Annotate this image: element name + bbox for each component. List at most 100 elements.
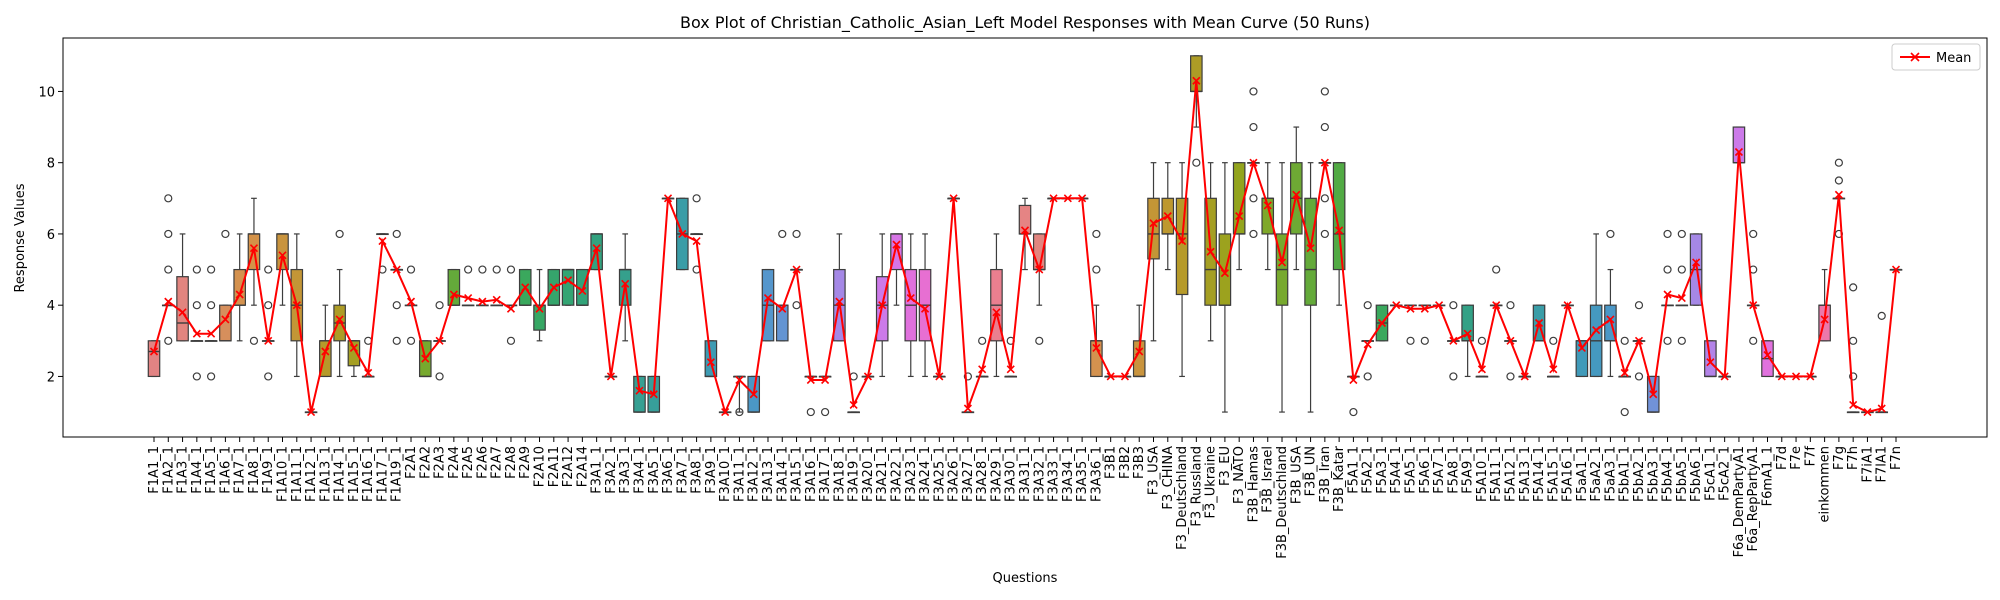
x-tick-label: F3B_Katar bbox=[1332, 445, 1347, 511]
mean-marker bbox=[692, 236, 701, 246]
box-F1A2_1 bbox=[161, 194, 175, 345]
outlier-point bbox=[1634, 372, 1644, 381]
mean-marker bbox=[835, 297, 844, 306]
outlier-point bbox=[1449, 301, 1458, 310]
outlier-point bbox=[164, 194, 173, 203]
outlier-point bbox=[820, 407, 830, 417]
x-tick-label: F3_Deutschland bbox=[1175, 446, 1190, 550]
x-tick-label: F1A11_1 bbox=[290, 446, 305, 502]
mean-marker bbox=[549, 283, 558, 292]
outlier-point bbox=[435, 301, 444, 310]
x-tick-label: F5bA5_1 bbox=[1675, 446, 1690, 502]
mean-marker bbox=[1335, 226, 1344, 235]
x-tick-label: F1A1_1 bbox=[147, 446, 162, 494]
x-tick-label: F5aA2_1 bbox=[1589, 446, 1604, 502]
mean-marker bbox=[1420, 304, 1429, 313]
outlier-point bbox=[1606, 229, 1615, 239]
mean-marker bbox=[207, 329, 216, 338]
mean-marker bbox=[564, 276, 573, 285]
mean-marker bbox=[1492, 301, 1501, 310]
box-F6mA1_1 bbox=[1761, 340, 1774, 378]
x-tick-label: F1A6_1 bbox=[218, 446, 233, 494]
x-tick-label: F3A31_1 bbox=[1018, 446, 1033, 502]
mean-marker bbox=[1577, 343, 1586, 353]
mean-marker bbox=[1163, 212, 1172, 221]
mean-marker bbox=[1520, 372, 1529, 381]
box-F2A14 bbox=[576, 268, 589, 306]
outlier-point bbox=[1035, 336, 1044, 345]
y-tick-label: 2 bbox=[47, 370, 55, 385]
x-tick-label: F3B3 bbox=[1132, 446, 1147, 479]
box-body bbox=[775, 304, 789, 342]
box-F5aA1_1 bbox=[1575, 340, 1589, 378]
x-tick-label: F2A6 bbox=[475, 446, 490, 479]
mean-marker bbox=[1834, 190, 1843, 199]
outlier-point bbox=[506, 336, 516, 345]
x-tick-label: F1A9_1 bbox=[261, 446, 276, 494]
box-F2A7 bbox=[490, 265, 504, 307]
x-tick-label: F5A1_1 bbox=[1346, 446, 1361, 494]
mean-marker bbox=[1249, 158, 1258, 167]
x-axis: F1A1_1 F1A2_1 F1A3_1 F1A4_1 F1A5_1 F1A6_1 F1A7… bbox=[147, 437, 1904, 559]
x-tick-label: F1A15_1 bbox=[347, 446, 362, 502]
x-tick-label: F3A36_1 bbox=[1089, 446, 1104, 502]
mean-marker bbox=[1791, 372, 1801, 381]
mean-marker bbox=[307, 407, 316, 417]
mean-marker bbox=[1049, 194, 1058, 203]
x-tick-label: F3A15_1 bbox=[790, 446, 805, 502]
mean-marker bbox=[1534, 318, 1544, 328]
box-F3B3 bbox=[1132, 304, 1146, 378]
mean-marker bbox=[1734, 147, 1743, 157]
x-tick-label: F3B_Deutschland bbox=[1275, 446, 1290, 559]
x-tick-label: F6mA1_1 bbox=[1760, 446, 1775, 506]
x-tick-label: F5A15_1 bbox=[1546, 446, 1561, 502]
x-tick-label: F5A9_1 bbox=[1461, 446, 1476, 494]
outlier-point bbox=[978, 336, 987, 345]
outlier-point bbox=[806, 407, 815, 417]
x-tick-label: F1A16_1 bbox=[361, 446, 376, 502]
outlier-point bbox=[478, 265, 487, 274]
box-F5A11_1 bbox=[1489, 265, 1503, 307]
box-body bbox=[633, 375, 646, 413]
mean-marker bbox=[464, 293, 473, 303]
outlier-point bbox=[1249, 229, 1258, 239]
mean-marker bbox=[1192, 76, 1201, 85]
outlier-point bbox=[1849, 372, 1858, 381]
box-F3A19_1 bbox=[847, 372, 860, 414]
outlier-point bbox=[1320, 87, 1329, 96]
x-tick-label: F3A11_1 bbox=[732, 446, 747, 502]
mean-marker bbox=[1135, 347, 1144, 356]
x-tick-label: F3B1 bbox=[1104, 446, 1119, 479]
mean-marker bbox=[735, 375, 744, 385]
outlier-point bbox=[221, 229, 230, 239]
box-F3A23_1 bbox=[904, 233, 918, 378]
x-tick-label: F3A27_1 bbox=[961, 446, 976, 502]
x-tick-label: F5A12_1 bbox=[1503, 446, 1518, 502]
x-tick-label: F5A7_1 bbox=[1432, 446, 1447, 494]
x-tick-label: F3_USA bbox=[1147, 446, 1162, 495]
mean-marker bbox=[1006, 365, 1015, 374]
box-F3B_Israel bbox=[1261, 162, 1275, 271]
box-body bbox=[147, 340, 161, 378]
box-F3_Russland bbox=[1190, 55, 1203, 167]
mean-marker bbox=[1506, 336, 1515, 345]
mean-marker bbox=[278, 251, 287, 260]
mean-marker bbox=[792, 265, 801, 274]
outlier-point bbox=[1849, 336, 1858, 345]
x-tick-label: F3A7_1 bbox=[675, 446, 690, 494]
x-tick-label: F5A6_1 bbox=[1418, 446, 1433, 494]
x-tick-label: F7lA1 bbox=[1875, 446, 1890, 483]
outlier-point bbox=[1834, 176, 1843, 185]
box-F1A19_1 bbox=[390, 229, 404, 345]
mean-curve bbox=[149, 76, 1901, 417]
outlier-point bbox=[207, 372, 216, 381]
box-F5A2_1 bbox=[1361, 301, 1375, 381]
x-tick-label: F3A30_1 bbox=[1004, 446, 1019, 502]
box-body bbox=[1304, 197, 1317, 306]
mean-marker bbox=[678, 229, 687, 239]
x-tick-label: F3A34_1 bbox=[1061, 446, 1076, 502]
x-tick-label: F5cA1_1 bbox=[1703, 446, 1718, 501]
x-tick-label: F3A21_1 bbox=[875, 446, 890, 502]
outlier-point bbox=[1320, 229, 1329, 239]
x-axis-label: Questions bbox=[993, 571, 1058, 586]
